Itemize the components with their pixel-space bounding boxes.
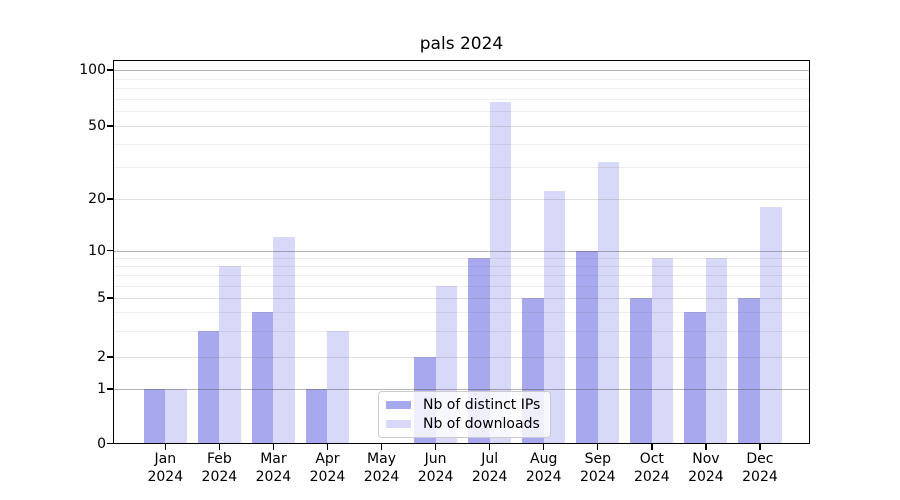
legend: Nb of distinct IPs Nb of downloads: [378, 391, 552, 438]
bar-nb-of-downloads-jan-2024: [165, 389, 187, 444]
bar-nb-of-distinct-ips-apr-2024: [305, 389, 328, 444]
bar-nb-of-downloads-oct-2024: [651, 257, 674, 444]
chart-title: pals 2024: [419, 34, 504, 54]
legend-item-nb-of-distinct-ips: Nb of distinct IPs: [386, 396, 540, 415]
legend-item-nb-of-downloads: Nb of downloads: [386, 415, 540, 434]
xtick-nov-2024: [705, 444, 707, 450]
xtick-label-mar-2024: Mar 2024: [255, 451, 292, 485]
ytick-10: [107, 249, 113, 252]
ytick-100: [107, 69, 113, 71]
xtick-label-may-2024: May 2024: [363, 451, 400, 485]
bar-nb-of-distinct-ips-feb-2024: [197, 330, 220, 444]
xtick-feb-2024: [218, 444, 221, 450]
xtick-mar-2024: [272, 444, 275, 450]
bar-nb-of-downloads-aug-2024: [543, 191, 566, 444]
bar-nb-of-downloads-jul-2024: [489, 102, 512, 444]
ytick-1: [107, 388, 113, 390]
ytick-label-0: 0: [97, 435, 106, 452]
ytick-label-10: 10: [88, 242, 106, 259]
xtick-label-jan-2024: Jan 2024: [147, 451, 184, 485]
bar-nb-of-downloads-nov-2024: [705, 257, 728, 444]
ytick-label-2: 2: [97, 349, 106, 365]
bar-nb-of-downloads-feb-2024: [219, 265, 241, 444]
bars-layer: [113, 60, 810, 444]
bar-nb-of-distinct-ips-nov-2024: [684, 312, 706, 444]
xtick-label-oct-2024: Oct 2024: [634, 451, 670, 485]
bar-nb-of-downloads-mar-2024: [273, 236, 295, 444]
bar-nb-of-downloads-sep-2024: [597, 161, 620, 444]
plot-area: Nb of distinct IPs Nb of downloads: [113, 60, 810, 444]
xtick-jun-2024: [434, 444, 437, 450]
bar-nb-of-distinct-ips-oct-2024: [630, 298, 652, 444]
bar-nb-of-distinct-ips-dec-2024: [738, 298, 760, 444]
bar-nb-of-distinct-ips-jan-2024: [143, 389, 166, 444]
xtick-sep-2024: [597, 444, 599, 450]
ytick-50: [107, 125, 113, 127]
xtick-label-sep-2024: Sep 2024: [579, 451, 616, 485]
ytick-label-1: 1: [97, 381, 106, 397]
ytick-label-100: 100: [79, 62, 106, 78]
xtick-label-feb-2024: Feb 2024: [201, 451, 238, 485]
ytick-20: [107, 198, 113, 200]
legend-swatch-nb-of-downloads: [386, 419, 411, 428]
bar-nb-of-downloads-dec-2024: [759, 206, 782, 444]
xtick-label-nov-2024: Nov 2024: [688, 451, 724, 485]
xtick-jul-2024: [488, 444, 491, 450]
ytick-label-50: 50: [88, 118, 106, 134]
xtick-label-jul-2024: Jul 2024: [471, 451, 508, 485]
ytick-2: [107, 356, 113, 358]
xtick-may-2024: [380, 444, 383, 450]
xtick-apr-2024: [326, 444, 329, 450]
xtick-oct-2024: [651, 444, 653, 450]
ytick-label-5: 5: [97, 290, 106, 306]
xtick-label-dec-2024: Dec 2024: [742, 451, 778, 485]
legend-label-nb-of-downloads: Nb of downloads: [423, 415, 540, 432]
xtick-label-aug-2024: Aug 2024: [525, 451, 562, 485]
xtick-label-jun-2024: Jun 2024: [417, 451, 454, 485]
xtick-aug-2024: [543, 444, 545, 450]
xtick-label-apr-2024: Apr 2024: [309, 451, 346, 485]
bar-nb-of-distinct-ips-sep-2024: [576, 250, 598, 444]
bar-nb-of-downloads-apr-2024: [327, 330, 350, 444]
xtick-jan-2024: [164, 444, 166, 450]
legend-swatch-nb-of-distinct-ips: [386, 401, 411, 410]
ytick-5: [107, 297, 113, 299]
ytick-0: [107, 442, 113, 445]
ytick-label-20: 20: [88, 191, 106, 207]
bar-nb-of-distinct-ips-mar-2024: [251, 312, 274, 444]
xtick-dec-2024: [759, 444, 761, 450]
legend-label-nb-of-distinct-ips: Nb of distinct IPs: [423, 397, 541, 414]
